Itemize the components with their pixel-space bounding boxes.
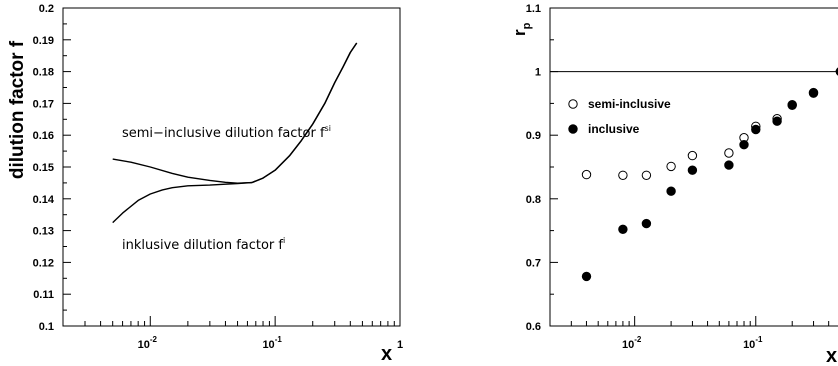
point-inclusive <box>581 271 592 282</box>
point-inclusive <box>641 218 652 229</box>
left-chart: 0.1 0.11 0.12 0.13 0.14 0.15 0.16 0.17 0.18 0.19 0… <box>7 3 403 365</box>
left-y-tick-label: 0.13 <box>33 226 54 238</box>
right-y-tick-label: 0.6 <box>526 321 541 333</box>
right-x-tick-label: 10-1 <box>743 335 763 351</box>
legend-label-inclusive: inclusive <box>588 122 640 136</box>
point-inclusive <box>772 116 782 126</box>
right-y-axis-title: rp <box>510 22 533 36</box>
point-inclusive <box>618 224 628 235</box>
right-axis-ticks: 0.6 0.7 0.8 0.9 1 1.1 10-2 10-1 <box>526 3 830 351</box>
point-inclusive <box>787 100 797 111</box>
curve-semi-inclusive <box>112 42 358 184</box>
right-x-tick-label: 10-2 <box>622 335 642 351</box>
left-y-tick-label: 0.18 <box>33 67 54 79</box>
curve-inclusive <box>112 42 358 224</box>
left-y-tick-label: 0.12 <box>33 257 54 269</box>
point-semi-inclusive <box>687 150 698 161</box>
point-inclusive <box>687 165 698 175</box>
right-y-tick-label: 0.7 <box>526 257 541 269</box>
left-y-tick-label: 0.15 <box>33 162 54 174</box>
right-y-tick-label: 1.1 <box>526 3 541 15</box>
left-x-tick-label: 10-2 <box>138 335 158 351</box>
left-x-tick-label: 10-1 <box>262 335 282 351</box>
point-semi-inclusive <box>666 161 676 172</box>
right-y-tick-label: 0.8 <box>526 194 541 206</box>
point-inclusive <box>739 140 749 150</box>
legend: semi-inclusive inclusive <box>568 97 671 136</box>
point-inclusive <box>808 88 819 98</box>
left-y-tick-label: 0.1 <box>39 321 54 333</box>
point-semi-inclusive <box>724 148 734 158</box>
left-annotation-semi-inclusive: semi−inclusive dilution factor fsi <box>122 124 331 141</box>
right-y-tick-label: 0.9 <box>526 130 541 142</box>
left-y-tick-label: 0.17 <box>33 98 54 110</box>
point-semi-inclusive <box>641 170 652 181</box>
left-x-tick-label: 1 <box>397 339 403 351</box>
legend-label-semi-inclusive: semi-inclusive <box>588 97 671 111</box>
left-y-tick-label: 0.19 <box>33 35 54 47</box>
left-curves <box>112 42 358 224</box>
right-y-tick-label: 1 <box>535 67 541 79</box>
point-inclusive <box>724 160 734 170</box>
left-y-tick-label: 0.11 <box>33 289 54 301</box>
point-semi-inclusive <box>618 170 628 181</box>
point-inclusive <box>666 186 676 196</box>
left-annotation-inclusive: inklusive dilution factor fi <box>122 236 285 253</box>
left-y-tick-label: 0.2 <box>39 3 54 15</box>
left-y-axis-title: dilution factor f <box>7 40 28 179</box>
left-axis-ticks: 0.1 0.11 0.12 0.13 0.14 0.15 0.16 0.17 0.18 0.19 0… <box>33 3 403 351</box>
point-inclusive <box>751 124 761 135</box>
left-y-tick-label: 0.14 <box>33 194 55 206</box>
legend-marker-inclusive <box>568 124 578 134</box>
right-x-axis-title: x <box>826 345 837 366</box>
left-y-tick-label: 0.16 <box>33 130 54 142</box>
point-semi-inclusive <box>581 169 592 180</box>
left-x-axis-title: x <box>381 343 392 365</box>
legend-marker-semi-inclusive <box>568 99 578 109</box>
right-chart: 0.6 0.7 0.8 0.9 1 1.1 10-2 10-1 semi-inclusive … <box>510 3 838 366</box>
